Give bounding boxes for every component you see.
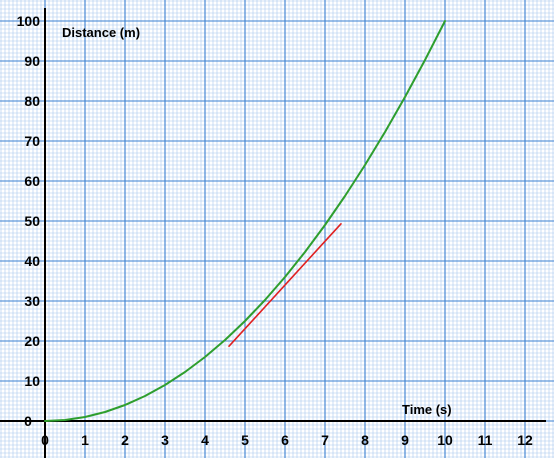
x-tick-label: 11 [478,432,493,448]
y-tick-label: 90 [24,53,40,69]
y-tick-label: 40 [24,253,40,269]
y-tick-label: 10 [24,373,40,389]
distance-curve [44,20,446,422]
x-tick-label: 0 [41,432,49,448]
y-tick-label: 30 [24,293,40,309]
grid-minor [0,0,554,458]
x-tick-label: 1 [81,432,89,448]
x-axis-label: Time (s) [402,402,452,417]
x-tick-label: 6 [281,432,289,448]
axes [0,8,546,458]
y-tick-label: 70 [24,133,40,149]
y-tick-label: 100 [17,13,41,29]
x-tick-label: 2 [121,432,129,448]
x-tick-label: 4 [201,432,209,448]
y-axis-label: Distance (m) [62,25,140,40]
x-tick-label: 12 [517,432,533,448]
x-tick-label: 8 [361,432,369,448]
x-tick-label: 5 [241,432,249,448]
y-tick-label: 80 [24,93,40,109]
x-tick-label: 3 [161,432,169,448]
series-layer [44,20,446,422]
x-tick-label: 9 [401,432,409,448]
tangent-line [228,223,342,348]
y-tick-label: 50 [24,213,40,229]
grid-major [0,0,554,458]
y-tick-label: 20 [24,333,40,349]
y-tick-label: 0 [24,413,32,429]
x-tick-label: 7 [321,432,329,448]
x-tick-label: 10 [437,432,453,448]
y-tick-label: 60 [24,173,40,189]
